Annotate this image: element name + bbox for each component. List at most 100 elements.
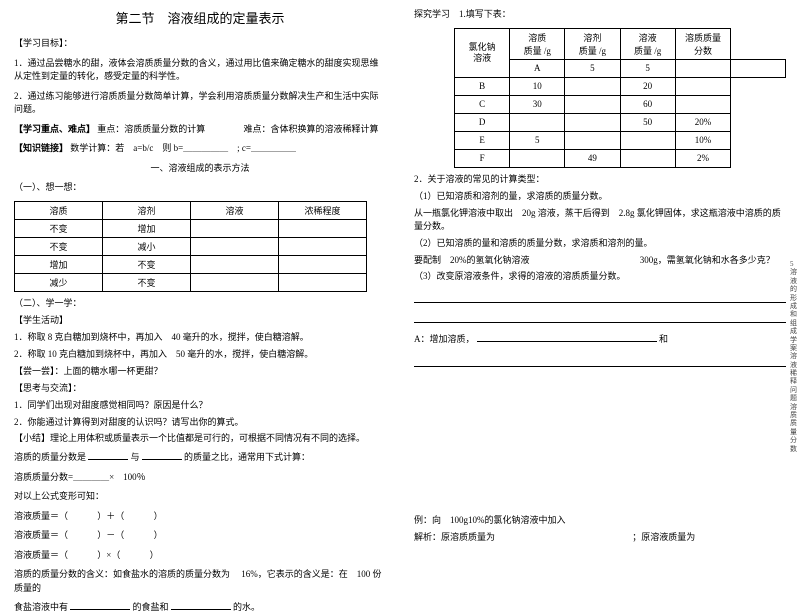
p2-2a: 要配制 20%的氢氧化钠溶液 bbox=[414, 255, 530, 265]
t2-h2-0: 溶液 bbox=[459, 53, 505, 64]
eq1c: 的质量之比，通常用下式计算： bbox=[184, 452, 310, 462]
t1-r2c3 bbox=[279, 255, 367, 273]
eq1b: 与 bbox=[131, 452, 140, 462]
learn-1: （二）、学一学： bbox=[14, 296, 386, 309]
t2-r3c1 bbox=[510, 113, 565, 131]
main-title: 第二节 溶液组成的定量表示 bbox=[14, 8, 386, 27]
goal-heading: 【学习目标】： bbox=[14, 37, 386, 51]
eq2: 溶质质量分数=＿＿＿＿× 100％ bbox=[14, 471, 386, 485]
t2-r0c1: 5 bbox=[565, 59, 620, 77]
t1-r1c2 bbox=[191, 237, 279, 255]
explore-heading: 探究学习 1.填写下表： bbox=[414, 8, 786, 22]
t1-r0c1: 增加 bbox=[103, 219, 191, 237]
t1-r2c0: 增加 bbox=[15, 255, 103, 273]
t1-r2c1: 不变 bbox=[103, 255, 191, 273]
t2-r0c0: A bbox=[510, 59, 565, 77]
t2-r4c2 bbox=[565, 131, 620, 149]
t2-r4c3 bbox=[620, 131, 675, 149]
activity-heading: 【学生活动】 bbox=[14, 313, 386, 326]
blank-line-3 bbox=[414, 353, 786, 367]
f1b: ）＋（ bbox=[97, 511, 124, 521]
summary: 【小结】理论上用体积或质量表示一个比值都是可行的，可根据不同情况有不同的选择。 bbox=[14, 432, 386, 446]
q2: 2．你能通过计算得到对甜度的认识吗？请写出你的算式。 bbox=[14, 415, 386, 428]
blank-4 bbox=[171, 609, 231, 610]
key-heading: 【学习重点、难点】 bbox=[14, 124, 95, 134]
activity-1: 1．称取 8 克白糖加到烧杯中，再加入 40 毫升的水，搅拌，使白糖溶解。 bbox=[14, 330, 386, 343]
f2a: 溶液质量＝（ bbox=[14, 530, 68, 540]
f2b: ）－（ bbox=[97, 530, 124, 540]
p2-2: （2）已知溶质的量和溶质的质量分数，求溶质和溶剂的量。 bbox=[414, 236, 786, 249]
t2-r1c0: B bbox=[455, 77, 510, 95]
p2-1a: 从一瓶氯化钾溶液中取出 20g 溶液，蒸干后得到 2.8g 氯化钾固体，求这瓶溶… bbox=[414, 206, 786, 232]
t2-h1-1: 溶质 bbox=[514, 31, 560, 44]
t2-h2-1: 质量 /g bbox=[514, 44, 560, 57]
t2-r5c3 bbox=[620, 149, 675, 167]
t1-r0c2 bbox=[191, 219, 279, 237]
blank-line-1 bbox=[414, 289, 786, 303]
t2-h1-2: 溶剂 bbox=[569, 31, 615, 44]
f2c: ） bbox=[154, 530, 163, 540]
meaning-4: 的食盐和 bbox=[133, 602, 169, 612]
t2-r2c0: C bbox=[455, 95, 510, 113]
t2-r3c4: 20% bbox=[675, 113, 731, 131]
blank-5 bbox=[477, 341, 657, 342]
t2-h1-3: 溶液 bbox=[625, 31, 671, 44]
table-2: 氯化钠 溶液 溶质 质量 /g 溶剂 质量 /g 溶液 质量 /g 溶质质量 bbox=[454, 28, 786, 168]
taste: 【尝一尝】：上面的糖水哪一杯更甜？ bbox=[14, 364, 386, 377]
t2-r5c2: 49 bbox=[565, 149, 620, 167]
analysis-2: ；原溶液质量为 bbox=[632, 532, 695, 542]
t2-r1c3: 20 bbox=[620, 77, 675, 95]
f3b: ）×（ bbox=[97, 550, 120, 560]
meaning-3: 食盐溶液中有 bbox=[14, 602, 68, 612]
t2-r4c0: E bbox=[455, 131, 510, 149]
key-text-1: 重点：溶质质量分数的计算 bbox=[97, 124, 205, 134]
meaning-1: 溶质的质量分数的含义：如食盐水的溶质的质量分数为 bbox=[14, 569, 230, 579]
t2-h2-2: 质量 /g bbox=[569, 44, 615, 57]
t2-r3c2 bbox=[565, 113, 620, 131]
t2-h2-4: 分数 bbox=[680, 44, 727, 57]
f3c: ） bbox=[150, 550, 159, 560]
t1-r3c0: 减少 bbox=[15, 273, 103, 291]
t2-r0c4 bbox=[731, 59, 786, 77]
t1-r3c3 bbox=[279, 273, 367, 291]
t2-r1c4 bbox=[675, 77, 731, 95]
f1c: ） bbox=[154, 511, 163, 521]
eq3: 对以上公式变形可知： bbox=[14, 490, 386, 504]
t1-h0: 溶质 bbox=[15, 201, 103, 219]
blank-line-2 bbox=[414, 309, 786, 323]
eq1a: 溶质的质量分数是 bbox=[14, 452, 86, 462]
t2-r2c2 bbox=[565, 95, 620, 113]
link-text: 数学计算：若 a=b/c 则 b=＿＿＿＿＿ ; c=＿＿＿＿＿ bbox=[70, 143, 296, 153]
t2-r1c2 bbox=[565, 77, 620, 95]
blank-1 bbox=[88, 459, 128, 460]
activity-2: 2．称取 10 克白糖加到烧杯中，再加入 50 毫升的水，搅拌，使白糖溶解。 bbox=[14, 347, 386, 360]
ans-a: A：增加溶质， bbox=[414, 334, 475, 344]
t2-r4c1: 5 bbox=[510, 131, 565, 149]
t1-r1c1: 减小 bbox=[103, 237, 191, 255]
example: 例：向 100g10%的氯化钠溶液中加入 bbox=[414, 513, 786, 526]
t2-r0c3 bbox=[675, 59, 731, 77]
goal-1: 1．通过品尝糖水的甜，液体会溶质质量分数的含义，通过用比值来确定糖水的甜度实现思… bbox=[14, 57, 386, 84]
t1-h1: 溶剂 bbox=[103, 201, 191, 219]
p2-2b: 300g，需氢氧化钠和水各多少克？ bbox=[640, 255, 775, 265]
t2-r1c1: 10 bbox=[510, 77, 565, 95]
p2-1: （1）已知溶质和溶剂的量，求溶质的质量分数。 bbox=[414, 189, 786, 202]
t2-r3c0: D bbox=[455, 113, 510, 131]
t2-h1-0: 氯化钠 bbox=[459, 42, 505, 53]
t2-r0c2: 5 bbox=[620, 59, 675, 77]
f3a: 溶液质量＝（ bbox=[14, 550, 68, 560]
table-1: 溶质 溶剂 溶液 浓稀程度 不变 增加 不变 减小 增加 不变 bbox=[14, 201, 367, 292]
q1: 1．同学们出现对甜度感觉相同吗？原因是什么？ bbox=[14, 398, 386, 411]
ans-b: 和 bbox=[659, 334, 668, 344]
side-text: 5 溶 液 的 形 成 和 组 成 学 案 溶 液 稀 释 问 题 溶 质 质 … bbox=[790, 260, 798, 453]
subheading-1: 一、溶液组成的表示方法 bbox=[14, 162, 386, 176]
t1-r0c3 bbox=[279, 219, 367, 237]
t2-r5c4: 2% bbox=[675, 149, 731, 167]
p2: 2．关于溶液的常见的计算类型： bbox=[414, 172, 786, 185]
t1-r3c1: 不变 bbox=[103, 273, 191, 291]
think-1: （一）、想一想： bbox=[14, 181, 386, 195]
t1-r2c2 bbox=[191, 255, 279, 273]
t1-r0c0: 不变 bbox=[15, 219, 103, 237]
t1-h3: 浓稀程度 bbox=[279, 201, 367, 219]
t2-r2c1: 30 bbox=[510, 95, 565, 113]
